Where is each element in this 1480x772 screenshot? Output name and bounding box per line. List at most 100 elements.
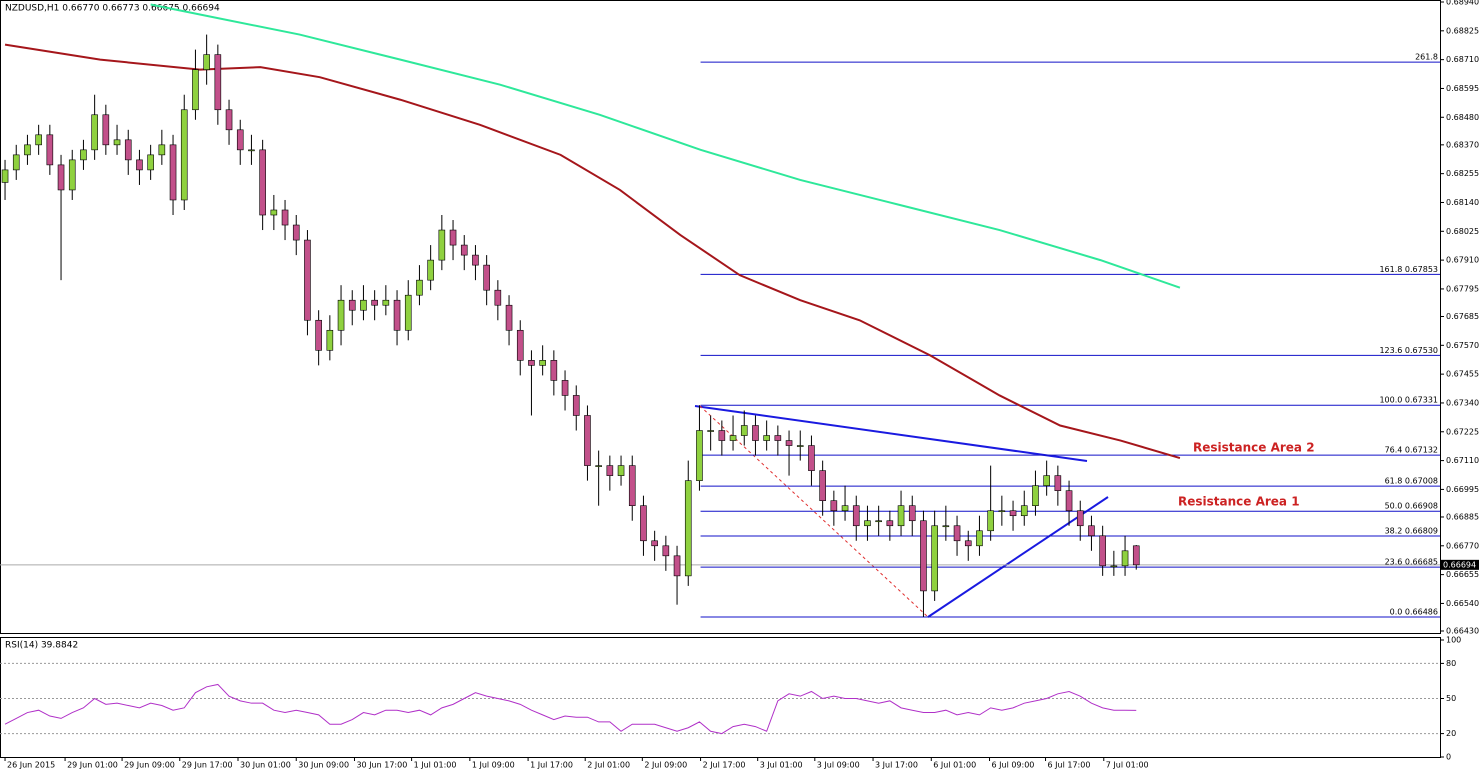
candle-body	[136, 159, 143, 171]
candle-body	[192, 69, 199, 111]
y-tick-label: 0.68710	[1446, 55, 1479, 64]
x-tick-label: 6 Jul 01:00	[933, 761, 976, 770]
y-tick-label: 0.67225	[1446, 427, 1479, 436]
x-tick-label: 29 Jun 01:00	[67, 761, 118, 770]
candle-body	[1020, 505, 1028, 517]
x-tick-label: 1 Jul 17:00	[530, 761, 573, 770]
candle-body	[214, 54, 222, 111]
fib-label: 123.6 0.67530	[1379, 346, 1438, 355]
moving-average	[150, 3, 1181, 289]
candle-body	[684, 480, 692, 577]
candle-body	[225, 109, 233, 131]
candle-body	[147, 154, 154, 171]
candle-body	[640, 505, 647, 542]
candle-body	[35, 134, 42, 146]
y-tick-label: 0.66655	[1446, 570, 1479, 579]
candle-body	[1110, 565, 1118, 568]
candle-body	[505, 304, 513, 331]
candle-body	[404, 294, 412, 331]
candle-body	[281, 209, 289, 226]
y-tick-label: 0.67110	[1446, 456, 1479, 465]
rsi-title: RSI(14) 39.8842	[5, 641, 78, 651]
candle-body	[449, 229, 457, 246]
candle-body	[169, 144, 177, 201]
candle-body	[382, 299, 390, 306]
candle-body	[886, 520, 894, 527]
candle-body	[24, 144, 31, 156]
x-tick-label: 2 Jul 09:00	[644, 761, 687, 770]
candle-body	[796, 445, 804, 447]
candle-body	[1054, 475, 1062, 491]
candle-body	[393, 299, 401, 331]
candle-body	[707, 430, 714, 432]
x-tick-label: 7 Jul 01:00	[1106, 761, 1149, 770]
y-tick-label: 0.68255	[1446, 169, 1479, 178]
candle-body	[718, 430, 726, 441]
candle-body	[561, 380, 569, 396]
candle-body	[371, 299, 378, 306]
fib-label: 38.2 0.66809	[1385, 527, 1438, 536]
y-tick-label: 0.66430	[1446, 627, 1479, 636]
candle-body	[12, 154, 20, 171]
candle-body	[595, 465, 602, 467]
fib-label: 161.8 0.67853	[1379, 265, 1438, 274]
candle-body	[763, 435, 770, 441]
rsi-tick-label: 100	[1446, 636, 1461, 645]
y-tick-label: 0.66540	[1446, 599, 1479, 608]
y-tick-label: 0.66770	[1446, 541, 1479, 550]
candle-body	[236, 129, 244, 151]
x-tick-label: 29 Jun 09:00	[124, 761, 175, 770]
candle-body	[852, 505, 860, 527]
candle-body	[740, 425, 748, 436]
candle-body	[662, 545, 670, 557]
candle-body	[1099, 535, 1106, 567]
y-tick-label: 0.68825	[1446, 26, 1479, 35]
candle-body	[908, 505, 916, 522]
y-tick-label: 0.67455	[1446, 370, 1479, 379]
x-tick-label: 30 Jun 01:00	[240, 761, 291, 770]
candle-body	[830, 500, 838, 512]
candle-body	[124, 139, 132, 161]
x-tick-label: 3 Jul 17:00	[875, 761, 918, 770]
candle-body	[819, 470, 826, 501]
candle-body	[841, 505, 849, 512]
candle-body	[1, 169, 9, 183]
fib-base-line	[699, 405, 929, 618]
candle-body	[203, 54, 210, 70]
candle-body	[1121, 550, 1129, 567]
y-tick-label: 0.67685	[1446, 312, 1479, 321]
y-tick-label: 0.68140	[1446, 198, 1479, 207]
y-tick-label: 0.67795	[1446, 284, 1479, 293]
y-tick-label: 0.67910	[1446, 256, 1479, 265]
x-tick-label: 1 Jul 01:00	[414, 761, 457, 770]
candle-body	[483, 264, 490, 291]
fib-label: 50.0 0.66908	[1385, 502, 1438, 511]
x-tick-label: 6 Jul 09:00	[992, 761, 1035, 770]
moving-average	[4, 43, 1181, 460]
candle-body	[998, 510, 1006, 513]
candle-body	[270, 209, 278, 216]
fib-label: 61.8 0.67008	[1385, 477, 1438, 486]
rsi-tick-label: 0	[1446, 753, 1451, 762]
x-tick-label: 2 Jul 01:00	[587, 761, 630, 770]
candle-body	[1088, 525, 1095, 537]
candle-body	[617, 465, 625, 476]
candle-body	[1065, 490, 1073, 512]
candle-body	[326, 329, 334, 351]
candle-body	[897, 505, 905, 527]
candle-body	[248, 149, 255, 152]
candle-body	[875, 520, 882, 523]
candle-body	[785, 440, 793, 446]
candle-body	[337, 299, 345, 331]
x-tick-label: 30 Jun 09:00	[298, 761, 349, 770]
candle-body	[808, 445, 815, 471]
candle-body	[964, 540, 972, 547]
fib-label: 23.6 0.66685	[1385, 558, 1438, 567]
candle-body	[259, 149, 266, 216]
candle-body	[584, 415, 591, 466]
candle-body	[91, 114, 98, 151]
annotation: Resistance Area 2	[1193, 441, 1315, 455]
candle-body	[673, 555, 681, 577]
candle-body	[348, 299, 356, 311]
candle-body	[987, 510, 994, 532]
